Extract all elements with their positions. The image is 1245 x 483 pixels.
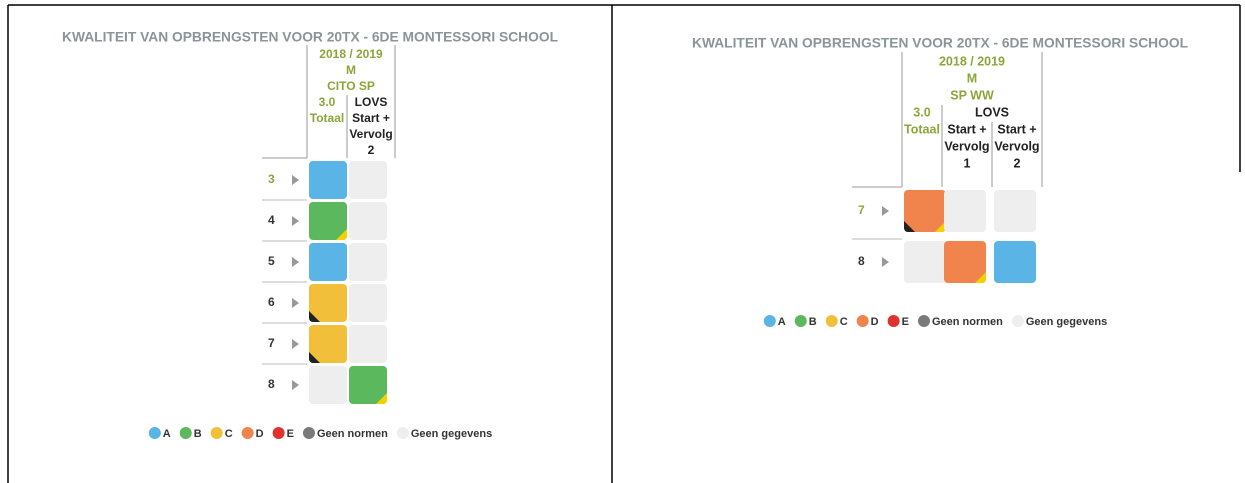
row-expander [292,175,299,185]
period-header: 2018 / 2019 [939,54,1005,68]
legend-label: C [225,428,233,440]
legend-swatch [272,427,285,439]
row-expander [882,257,889,267]
legend-label: D [871,316,879,328]
legend: A B C D E Geen normen Geen gegevens [763,315,1107,328]
period-header: CITO SP [327,79,375,93]
legend-swatch [396,427,409,439]
corner-mark [975,272,986,283]
group-label: 3.0 [913,105,930,119]
legend-label: B [194,428,202,440]
column-label: Vervolg [944,139,989,153]
period-header: 2018 / 2019 [319,47,383,61]
column-label: Totaal [904,122,940,136]
column-label: 2 [368,143,375,157]
legend-label: D [256,428,264,440]
grade-cell [349,366,387,404]
column-label: Totaal [310,111,344,125]
column-label: Vervolg [349,127,392,141]
legend-swatch [210,427,223,439]
legend-label: Geen normen [932,316,1003,328]
corner-mark [336,229,347,240]
corner-mark [904,221,915,232]
grade-cell [309,284,347,322]
legend-label: E [902,316,909,328]
column-label: Start + [352,111,390,125]
row-expander [292,339,299,349]
empty-cell [349,202,387,240]
row-label: 5 [268,254,275,268]
row-label: 8 [858,254,865,268]
row-label: 7 [268,336,275,350]
period-header: M [346,63,356,77]
row-label: 4 [268,213,275,227]
row-label: 7 [858,203,865,217]
legend-label: A [163,428,171,440]
grade-cell [904,190,946,232]
empty-cell [904,241,946,283]
legend-label: Geen normen [317,428,388,440]
corner-mark [935,221,946,232]
grade-cell [994,241,1036,283]
legend-swatch [763,315,776,327]
legend-swatch [825,315,838,327]
row-expander [292,257,299,267]
period-header: M [967,71,977,85]
panel-title: KWALITEIT VAN OPBRENGSTEN VOOR 20TX - 6D… [692,35,1188,51]
grade-cell [309,161,347,199]
legend-label: C [840,316,848,328]
panel-title: KWALITEIT VAN OPBRENGSTEN VOOR 20TX - 6D… [62,29,558,45]
column-label: Start + [947,122,986,136]
period-header: SP WW [950,88,994,102]
empty-cell [349,161,387,199]
legend-label: A [778,316,786,328]
empty-cell [309,366,347,404]
empty-cell [994,190,1036,232]
legend-swatch [794,315,807,327]
column-label: Start + [997,122,1036,136]
legend-swatch [887,315,900,327]
grade-cell [309,202,347,240]
legend-swatch [1011,315,1024,327]
empty-cell [349,284,387,322]
legend-label: Geen gegevens [411,428,492,440]
row-expander [292,216,299,226]
row-label: 6 [268,295,275,309]
column-label: 1 [964,156,971,170]
legend-swatch [302,427,315,439]
row-label: 8 [268,377,275,391]
empty-cell [944,190,986,232]
grade-cell [944,241,986,283]
legend-label: B [809,316,817,328]
row-expander [882,206,889,216]
corner-mark [376,393,387,404]
group-label: LOVS [355,95,388,109]
empty-cell [349,243,387,281]
group-label: 3.0 [319,95,336,109]
legend-swatch [179,427,192,439]
row-label: 3 [268,172,275,186]
group-label: LOVS [975,105,1009,119]
empty-cell [349,325,387,363]
legend-swatch [148,427,161,439]
row-expander [292,380,299,390]
legend-label: E [287,428,294,440]
column-label: 2 [1014,156,1021,170]
row-expander [292,298,299,308]
column-label: Vervolg [994,139,1039,153]
legend: A B C D E Geen normen Geen gegevens [148,427,492,440]
legend-swatch [856,315,869,327]
grade-cell [309,243,347,281]
grade-cell [309,325,347,363]
corner-mark [309,352,320,363]
corner-mark [309,311,320,322]
legend-swatch [241,427,254,439]
legend-label: Geen gegevens [1026,316,1107,328]
legend-swatch [917,315,930,327]
